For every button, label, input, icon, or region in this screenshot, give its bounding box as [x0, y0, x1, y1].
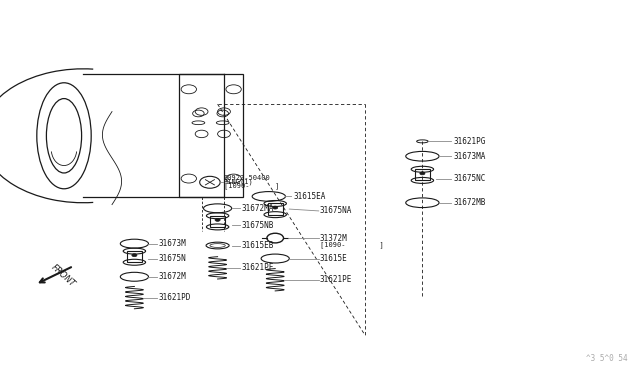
Text: ^3 5^0 54: ^3 5^0 54 — [586, 354, 627, 363]
Circle shape — [273, 206, 278, 209]
Text: 31675NA: 31675NA — [320, 206, 353, 215]
Text: 31372M: 31372M — [320, 234, 348, 243]
Text: 31615E: 31615E — [320, 254, 348, 263]
Text: 31675NB: 31675NB — [242, 221, 275, 230]
Text: [1090-        ]: [1090- ] — [320, 241, 384, 248]
Bar — [415, 169, 430, 180]
Circle shape — [420, 172, 425, 175]
Text: 31675N: 31675N — [159, 254, 186, 263]
Bar — [210, 216, 225, 227]
Text: 31621PG: 31621PG — [453, 137, 486, 146]
Bar — [127, 251, 142, 262]
Text: 31621PD: 31621PD — [159, 293, 191, 302]
Text: 31672MA: 31672MA — [242, 204, 275, 213]
Text: 31673M: 31673M — [159, 239, 186, 248]
Text: 00922-50400: 00922-50400 — [224, 175, 271, 181]
Circle shape — [132, 254, 137, 257]
Text: 31672M: 31672M — [159, 272, 186, 281]
Text: 31672MB: 31672MB — [453, 198, 486, 207]
Text: 31615EB: 31615EB — [242, 241, 275, 250]
Text: 31615EA: 31615EA — [293, 192, 326, 201]
Bar — [268, 203, 283, 215]
Text: FRONT: FRONT — [49, 263, 76, 289]
Text: 31621PE: 31621PE — [320, 275, 353, 284]
Text: 31621PF: 31621PF — [242, 263, 275, 272]
Circle shape — [215, 218, 220, 221]
Text: RING(1): RING(1) — [224, 178, 253, 185]
Text: 31675NC: 31675NC — [453, 174, 486, 183]
Text: 31673MA: 31673MA — [453, 152, 486, 161]
Text: [1090-      ]: [1090- ] — [224, 182, 279, 189]
